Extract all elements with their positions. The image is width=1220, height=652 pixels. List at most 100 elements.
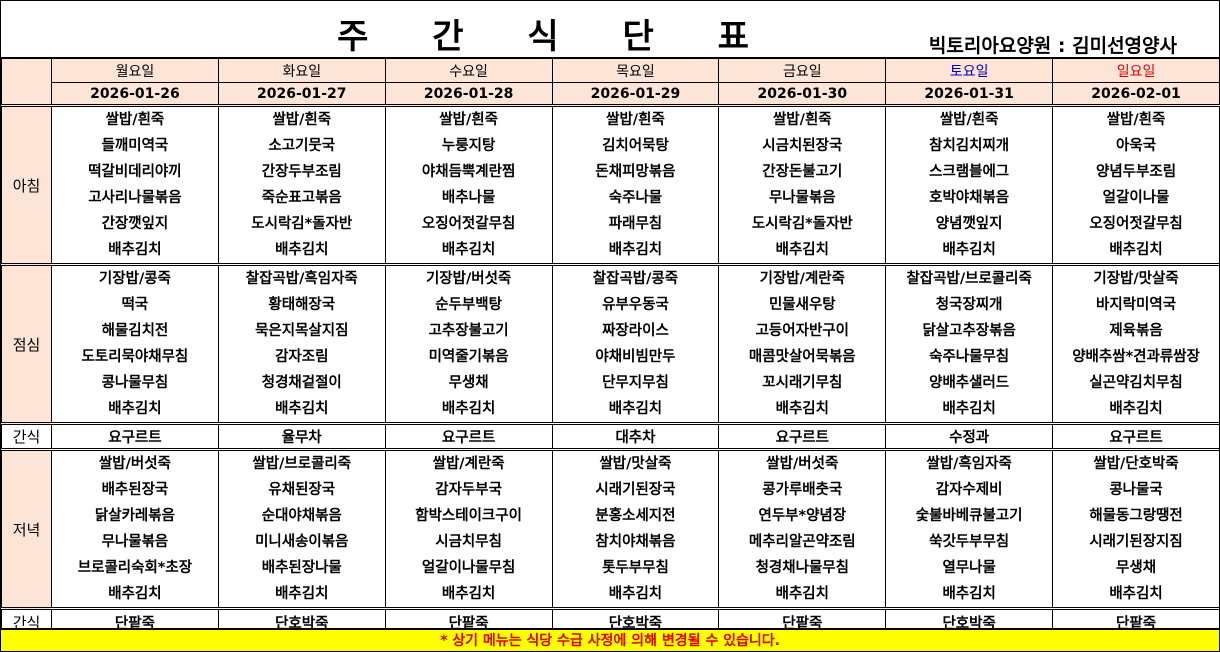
menu-item: 배추김치 [108,242,162,258]
meal-cell: 기장밥/계란죽 민물새우탕 고등어자반구이 매콤맛살어묵볶음 꼬시래기무침 배추김치 [718,263,887,424]
menu-item: 시금치무침 [435,534,502,550]
menu-item: 배추김치 [775,242,829,258]
menu-item: 청경채나물무침 [755,560,849,576]
menu-item: 감자조림 [275,349,329,365]
menu-item: 오징어젓갈무침 [421,216,516,232]
day-name: 화요일 [217,58,386,83]
menu-item: 야채듬뿍계란찜 [421,164,516,180]
meal-label: 간식 [1,422,52,450]
meal-cell: 기장밥/버섯죽 순두부백탕 고추장불고기 미역줄기볶음 무생채 배추김치 [384,263,553,424]
menu-item: 배추김치 [942,401,996,417]
day-date: 2026-02-01 [1052,82,1220,106]
menu-item: 쑥갓두부무침 [929,534,1010,550]
menu-item: 호박야채볶음 [929,190,1010,206]
menu-table: 월요일 화요일 수요일 목요일 금요일 토요일 일요일 2026-01-26 2026-01-2… [1,58,1220,635]
menu-item: 꼬시래기무침 [762,375,843,391]
menu-item: 쌀밥/흰죽 [272,112,332,128]
menu-item: 배추김치 [775,586,829,602]
meal-cell: 쌀밥/흑임자죽 감자수제비 숯불바베큐불고기 쑥갓두부무침 열무나물 배추김치 [885,448,1054,609]
snack-item: 대추차 [551,422,720,450]
day-date: 2026-01-26 [51,82,219,106]
menu-item: 해물동그랑땡전 [1089,508,1183,524]
meal-cell: 쌀밥/흰죽 소고기뭇국 간장두부조림 죽순표고볶음 도시락김*돌자반 배추김치 [217,104,386,265]
menu-item: 쌀밥/단호박죽 [1093,456,1179,472]
menu-item: 배추김치 [275,242,329,258]
menu-item: 미역줄기볶음 [428,349,509,365]
menu-item: 간장돈불고기 [762,164,843,180]
menu-item: 참치김치찌개 [929,138,1010,154]
menu-item: 배추김치 [608,242,663,258]
menu-item: 숙주나물 [608,190,663,206]
menu-item: 들깨미역국 [101,138,169,154]
menu-item: 배추김치 [275,401,329,417]
menu-item: 분홍소세지전 [595,508,676,524]
day-date: 2026-01-28 [384,82,553,106]
menu-item: 배추김치 [108,401,162,417]
meal-label: 저녁 [1,448,52,609]
menu-item: 무나물볶음 [768,190,836,206]
menu-item: 시래기된장국 [595,482,676,498]
menu-item: 청경채겉절이 [261,375,342,391]
menu-item: 배추김치 [441,586,496,602]
menu-item: 고사리나물볶음 [88,190,182,206]
menu-item: 누룽지탕 [441,138,496,154]
menu-item: 콩가루배춧국 [762,482,843,498]
menu-item: 묵은지목살지짐 [255,323,349,339]
meal-cell: 쌀밥/맛살죽 시래기된장국 분홍소세지전 참치야채볶음 톳두부무침 배추김치 [551,448,720,609]
snack-item: 수정과 [885,422,1054,450]
day-date: 2026-01-27 [217,82,386,106]
corner-cell [1,58,52,106]
meal-cell: 기장밥/맛살죽 바지락미역국 제육볶음 양배추쌈*견과류쌈장 실곤약김치무침 배추김치 [1052,263,1220,424]
menu-item: 김치어묵탕 [602,138,669,154]
menu-item: 파래무침 [608,216,663,232]
snack-row: 간식 요구르트 율무차 요구르트 대추차 요구르트 수정과 요구르트 [1,422,1220,450]
meal-cell: 쌀밥/흰죽 김치어묵탕 돈채피망볶음 숙주나물 파래무침 배추김치 [551,104,720,265]
menu-item: 브로콜리숙회*초장 [77,560,193,576]
menu-item: 야채비빔만두 [595,349,676,365]
snack-row: 간식 단팥죽 단호박죽 단팥죽 단호박죽 단팥죽 단호박죽 단팥죽 [1,607,1220,635]
facility-dietitian: 빅토리아요양원 : 김미선영양사 [928,35,1177,57]
menu-item: 배추김치 [108,586,162,602]
menu-item: 바지락미역국 [1096,297,1177,313]
menu-item: 간장깻잎지 [101,216,169,232]
menu-item: 닭살카레볶음 [94,508,175,524]
menu-item: 배추김치 [608,586,663,602]
menu-item: 찰잡곡밥/콩죽 [592,271,679,287]
menu-item: 양념두부조림 [1096,164,1177,180]
meal-cell: 쌀밥/버섯죽 콩가루배춧국 연두부*양념장 메추리알곤약조림 청경채나물무침 배추김치 [718,448,887,609]
day-date: 2026-01-29 [551,82,720,106]
notice: * 상기 메뉴는 식당 수급 사정에 의해 변경될 수 있습니다. [1,628,1219,651]
day-name: 월요일 [51,58,219,83]
menu-item: 배추김치 [942,242,996,258]
menu-item: 열무나물 [942,560,996,576]
menu-item: 시래기된장지짐 [1089,534,1183,550]
menu-item: 감자수제비 [935,482,1003,498]
menu-item: 청국장찌개 [935,297,1003,313]
menu-item: 함박스테이크구이 [415,508,522,524]
menu-item: 해물김치전 [101,323,169,339]
meal-row: 아침 쌀밥/흰죽 들깨미역국 떡갈비데리야끼 고사리나물볶음 간장깻잎지 배추김치 쌀밥/흰죽… [1,104,1220,265]
menu-item: 황태해장국 [268,297,336,313]
menu-item: 양념깻잎지 [935,216,1003,232]
menu-item: 쌀밥/흑임자죽 [926,456,1012,472]
menu-item: 쌀밥/흰죽 [1106,112,1166,128]
meal-cell: 찰잡곡밥/브로콜리죽 청국장찌개 닭살고추장볶음 숙주나물무침 양배추샐러드 배추김치 [885,263,1054,424]
day-name: 금요일 [718,58,887,83]
menu-item: 아욱국 [1116,138,1157,154]
menu-item: 단무지무침 [602,375,669,391]
menu-item: 배추김치 [441,401,496,417]
menu-item: 얼갈이나물무침 [421,560,516,576]
menu-item: 무나물볶음 [101,534,169,550]
menu-item: 기장밥/맛살죽 [1093,271,1179,287]
menu-item: 찰잡곡밥/흑임자죽 [245,271,358,287]
menu-item: 유부우동국 [602,297,669,313]
title-bar: 주 간 식 단 표 빅토리아요양원 : 김미선영양사 [1,1,1219,58]
menu-item: 쌀밥/브로콜리죽 [252,456,352,472]
menu-item: 쌀밥/맛살죽 [599,456,672,472]
menu-item: 짜장라이스 [602,323,669,339]
meal-label: 점심 [1,263,52,424]
menu-item: 배추김치 [942,586,996,602]
menu-item: 쌀밥/흰죽 [105,112,165,128]
menu-item: 양배추쌈*견과류쌈장 [1072,349,1200,365]
menu-item: 고등어자반구이 [755,323,849,339]
